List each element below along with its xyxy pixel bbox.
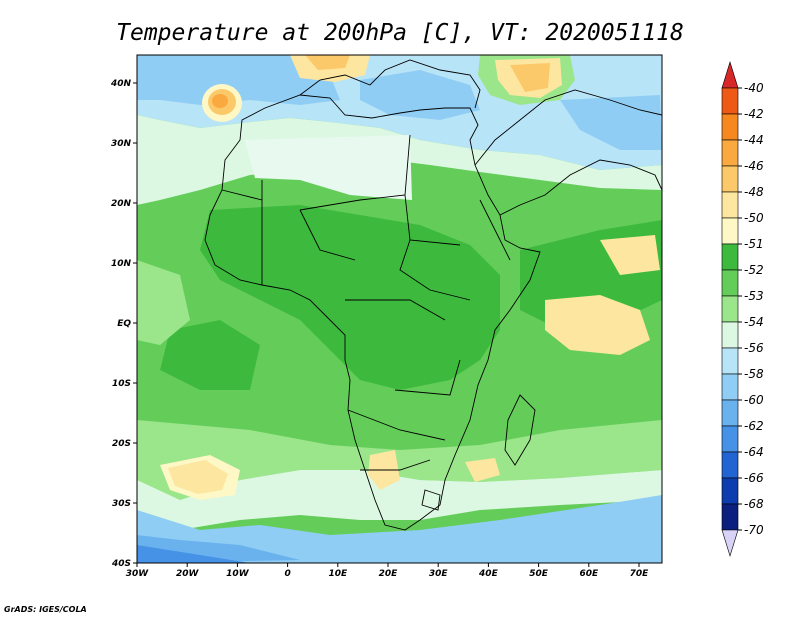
colorbar-segment	[721, 269, 739, 297]
lat-tick-label: 20N	[111, 199, 132, 209]
colorbar-segment	[721, 113, 739, 141]
lon-tick-label: 70E	[630, 569, 650, 579]
colorbar-segment	[721, 399, 739, 427]
lat-tick-label: 30N	[111, 139, 132, 149]
colorbar-label: -42	[744, 107, 764, 121]
plot-frame	[136, 54, 663, 564]
lon-tick-label: 40E	[478, 569, 499, 579]
lon-tick-label: 50E	[529, 569, 549, 579]
colorbar-label: -68	[744, 497, 764, 511]
lon-tick-label: 30W	[126, 569, 150, 579]
colorbar-label: -70	[744, 523, 764, 537]
lon-tick-label: 10E	[328, 569, 348, 579]
lon-tick-label: 20W	[176, 569, 200, 579]
temperature-field	[137, 55, 662, 563]
colorbar-segment	[721, 87, 739, 115]
colorbar: -40 -42 -44 -46 -48 -50 -51 -52 -53 -54 -56 -58 -60 -…	[721, 60, 764, 558]
colorbar-segment	[721, 191, 739, 219]
colorbar-label: -62	[744, 419, 764, 433]
colorbar-top-triangle	[721, 60, 739, 89]
lon-tick-label: 30E	[429, 569, 449, 579]
colorbar-label: -48	[744, 185, 764, 199]
colorbar-label: -54	[744, 315, 764, 329]
map-title: Temperature at 200hPa [C], VT: 202005111…	[116, 20, 684, 46]
lat-tick-label: 20S	[112, 439, 131, 449]
grads-credit: GrADS: IGES/COLA	[4, 605, 87, 614]
coastlines	[204, 59, 662, 531]
colorbar-label: -60	[744, 393, 764, 407]
colorbar-segment	[721, 295, 739, 323]
colorbar-segment	[721, 321, 739, 349]
colorbar-segment	[721, 477, 739, 505]
lon-tick-label: 20E	[379, 569, 399, 579]
colorbar-label: -64	[744, 445, 764, 459]
colorbar-label: -56	[744, 341, 764, 355]
lat-tick-label: 10S	[112, 379, 131, 389]
colorbar-segment	[721, 217, 739, 245]
colorbar-segment	[721, 503, 739, 531]
colorbar-segment	[721, 347, 739, 375]
colorbar-segment	[721, 139, 739, 167]
lon-tick-label: 60E	[579, 569, 599, 579]
colorbar-segment	[721, 451, 739, 479]
lat-tick-label: 10N	[111, 259, 132, 269]
colorbar-segment	[721, 243, 739, 271]
colorbar-label: -58	[744, 367, 764, 381]
colorbar-label: -52	[744, 263, 764, 277]
colorbar-label: -46	[744, 159, 764, 173]
colorbar-label: -66	[744, 471, 764, 485]
colorbar-label: -53	[744, 289, 764, 303]
lat-tick-label: 40S	[111, 559, 131, 569]
latitude-axis: 40N 30N 20N 10N EQ 10S 20S 30S 40S	[110, 79, 137, 569]
lat-tick-label: 30S	[112, 499, 131, 509]
map-plot-area: 40N 30N 20N 10N EQ 10S 20S 30S 40S 30W 20W 10W 0 10E…	[110, 54, 663, 579]
lon-tick-label: 0	[284, 569, 290, 579]
colorbar-label: -40	[744, 81, 764, 95]
colorbar-label: -51	[744, 237, 764, 251]
colorbar-label: -50	[744, 211, 764, 225]
lon-tick-label: 10W	[226, 569, 250, 579]
colorbar-label: -44	[744, 133, 764, 147]
colorbar-segment	[721, 165, 739, 193]
lat-tick-label: EQ	[117, 319, 131, 329]
colorbar-segment	[721, 425, 739, 453]
lat-tick-label: 40N	[110, 79, 132, 89]
longitude-axis: 30W 20W 10W 0 10E 20E 30E 40E 50E 60E 70E	[126, 563, 649, 579]
colorbar-segment	[721, 373, 739, 401]
colorbar-bottom-triangle	[721, 529, 739, 558]
